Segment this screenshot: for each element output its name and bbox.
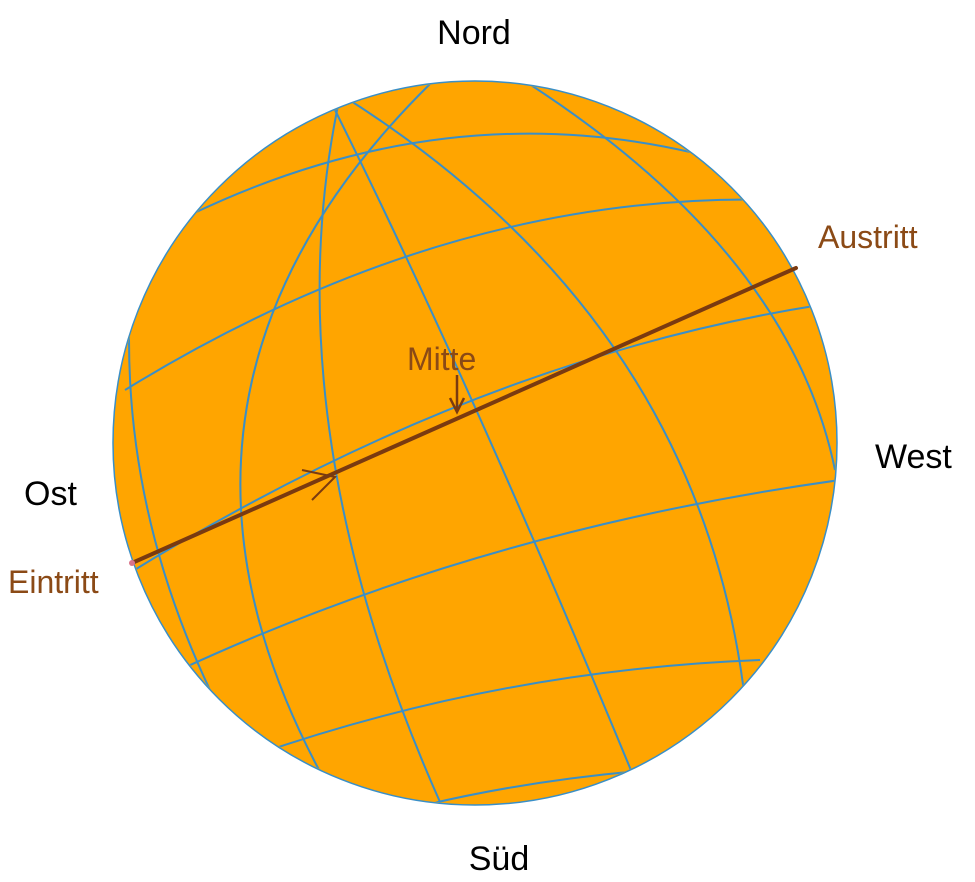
exit-label: Austritt <box>818 219 918 255</box>
middle-label: Mitte <box>407 341 476 377</box>
grid-latitude-line <box>114 304 821 583</box>
sun-disk <box>112 80 838 806</box>
grid-longitude-line <box>128 299 211 691</box>
grid-latitude-line <box>124 198 781 391</box>
compass-north-label: Nord <box>437 14 511 52</box>
grid-longitude-line <box>318 95 441 803</box>
entry-marker <box>129 560 135 566</box>
compass-south-label: Süd <box>469 840 530 878</box>
coordinate-grid <box>114 82 836 804</box>
transit-track <box>130 266 798 565</box>
grid-longitude-line <box>339 93 746 701</box>
grid-latitude-line <box>189 132 691 216</box>
compass-east-label: Ost <box>24 475 77 513</box>
grid-latitude-line <box>254 659 761 756</box>
grid-longitude-line <box>239 83 431 791</box>
middle-arrow-icon <box>448 375 466 415</box>
grid-longitude-line <box>519 82 836 471</box>
entry-label: Eintritt <box>8 564 99 600</box>
grid-latitude-line <box>424 769 651 804</box>
direction-arrow-icon <box>301 469 338 501</box>
compass-west-label: West <box>875 438 952 476</box>
